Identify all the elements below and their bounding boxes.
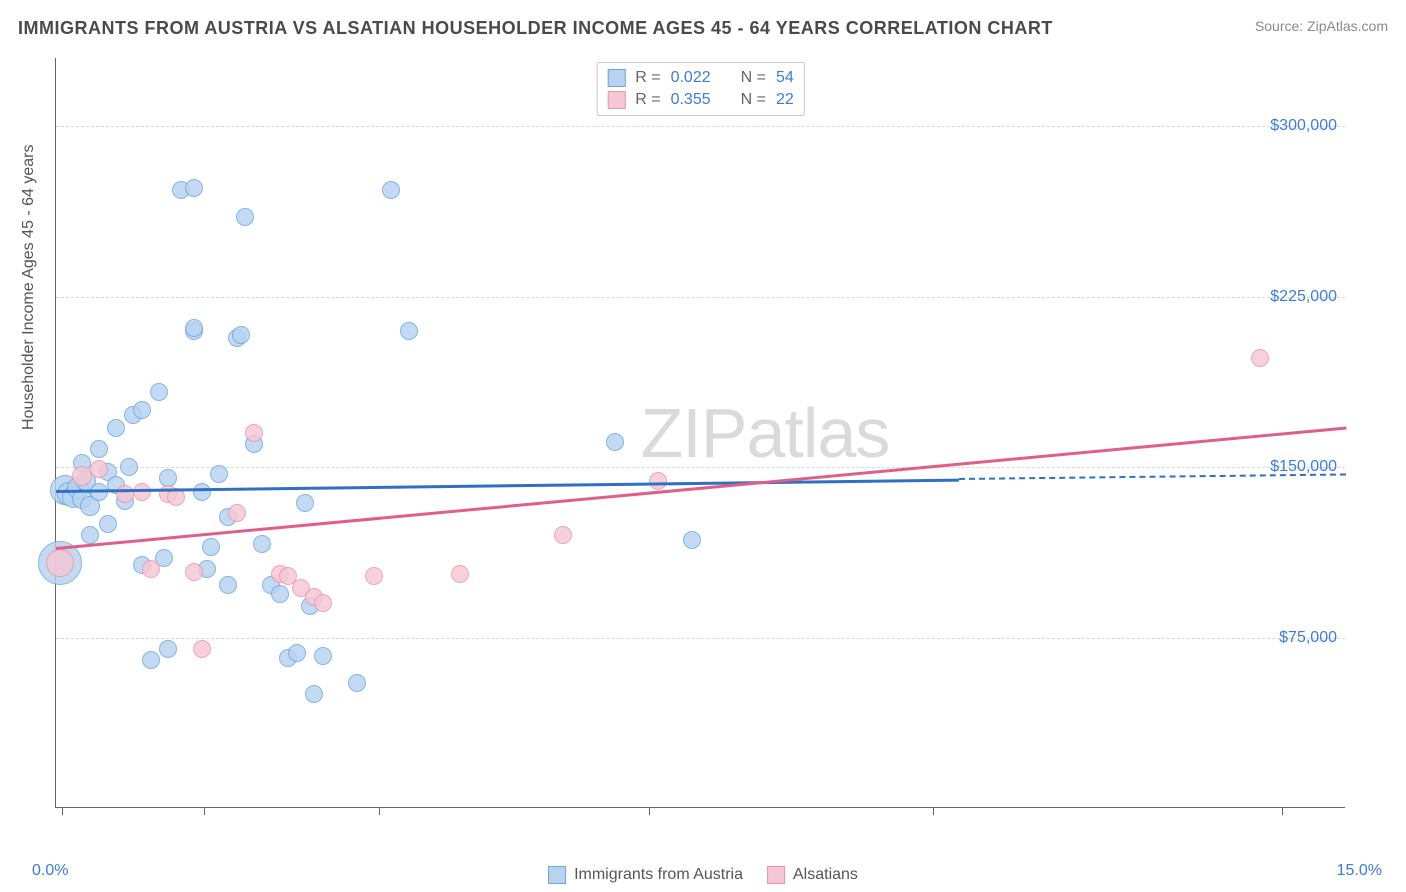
- data-point-alsatian: [365, 567, 383, 585]
- chart-title: IMMIGRANTS FROM AUSTRIA VS ALSATIAN HOUS…: [18, 18, 1053, 39]
- stats-row-alsatian: R = 0.355 N = 22: [607, 89, 794, 111]
- data-point-alsatian: [245, 424, 263, 442]
- data-point-austria: [305, 685, 323, 703]
- data-point-austria: [382, 181, 400, 199]
- y-tick-label: $75,000: [1279, 629, 1337, 647]
- data-point-austria: [253, 535, 271, 553]
- y-axis-title: Householder Income Ages 45 - 64 years: [20, 145, 38, 431]
- data-point-austria: [193, 483, 211, 501]
- plot-area: ZIPatlas R = 0.022 N = 54 R = 0.355 N = …: [55, 58, 1345, 808]
- data-point-alsatian: [649, 472, 667, 490]
- x-axis-max-label: 15.0%: [1337, 862, 1382, 880]
- data-point-austria: [314, 647, 332, 665]
- x-tick: [1282, 807, 1283, 815]
- legend-item-austria: Immigrants from Austria: [548, 866, 743, 884]
- x-tick: [649, 807, 650, 815]
- x-tick: [62, 807, 63, 815]
- legend-label-austria: Immigrants from Austria: [574, 866, 743, 884]
- gridline: [56, 467, 1345, 468]
- data-point-alsatian: [554, 526, 572, 544]
- stats-row-austria: R = 0.022 N = 54: [607, 67, 794, 89]
- data-point-austria: [150, 383, 168, 401]
- swatch-austria: [607, 69, 625, 87]
- data-point-austria: [142, 651, 160, 669]
- data-point-austria: [90, 440, 108, 458]
- data-point-austria: [210, 465, 228, 483]
- data-point-austria: [219, 576, 237, 594]
- y-tick-label: $225,000: [1270, 288, 1337, 306]
- swatch-alsatian: [607, 91, 625, 109]
- swatch-austria: [548, 866, 566, 884]
- x-tick: [204, 807, 205, 815]
- legend-label-alsatian: Alsatians: [793, 866, 858, 884]
- data-point-austria: [400, 322, 418, 340]
- data-point-austria: [202, 538, 220, 556]
- data-point-alsatian: [46, 549, 74, 577]
- y-tick-label: $300,000: [1270, 117, 1337, 135]
- x-axis-min-label: 0.0%: [32, 862, 68, 880]
- n-label: N =: [741, 69, 766, 87]
- n-label: N =: [741, 91, 766, 109]
- data-point-alsatian: [90, 460, 108, 478]
- legend-item-alsatian: Alsatians: [767, 866, 858, 884]
- gridline: [56, 638, 1345, 639]
- r-value-austria: 0.022: [671, 69, 711, 87]
- data-point-alsatian: [451, 565, 469, 583]
- data-point-alsatian: [185, 563, 203, 581]
- data-point-austria: [606, 433, 624, 451]
- r-label: R =: [635, 91, 660, 109]
- watermark-light: atlas: [746, 394, 889, 472]
- data-point-austria: [133, 401, 151, 419]
- swatch-alsatian: [767, 866, 785, 884]
- r-value-alsatian: 0.355: [671, 91, 711, 109]
- series-legend: Immigrants from Austria Alsatians: [548, 866, 858, 884]
- data-point-austria: [99, 515, 117, 533]
- data-point-alsatian: [133, 483, 151, 501]
- data-point-austria: [81, 526, 99, 544]
- trend-line: [56, 478, 959, 492]
- data-point-austria: [185, 179, 203, 197]
- data-point-austria: [159, 640, 177, 658]
- data-point-alsatian: [314, 594, 332, 612]
- data-point-austria: [107, 419, 125, 437]
- x-tick: [379, 807, 380, 815]
- n-value-austria: 54: [776, 69, 794, 87]
- watermark: ZIPatlas: [641, 393, 890, 473]
- data-point-alsatian: [1251, 349, 1269, 367]
- data-point-austria: [232, 326, 250, 344]
- data-point-austria: [271, 585, 289, 603]
- gridline: [56, 297, 1345, 298]
- data-point-austria: [348, 674, 366, 692]
- data-point-austria: [185, 319, 203, 337]
- source-label: Source: ZipAtlas.com: [1255, 18, 1388, 34]
- x-tick: [933, 807, 934, 815]
- trend-line-dash: [959, 474, 1346, 481]
- data-point-austria: [90, 483, 108, 501]
- data-point-alsatian: [142, 560, 160, 578]
- data-point-alsatian: [228, 504, 246, 522]
- watermark-bold: ZIP: [641, 394, 747, 472]
- data-point-austria: [120, 458, 138, 476]
- stats-legend: R = 0.022 N = 54 R = 0.355 N = 22: [596, 62, 805, 116]
- data-point-austria: [236, 208, 254, 226]
- gridline: [56, 126, 1345, 127]
- data-point-austria: [296, 494, 314, 512]
- data-point-austria: [683, 531, 701, 549]
- r-label: R =: [635, 69, 660, 87]
- data-point-alsatian: [193, 640, 211, 658]
- n-value-alsatian: 22: [776, 91, 794, 109]
- data-point-austria: [288, 644, 306, 662]
- data-point-alsatian: [72, 466, 92, 486]
